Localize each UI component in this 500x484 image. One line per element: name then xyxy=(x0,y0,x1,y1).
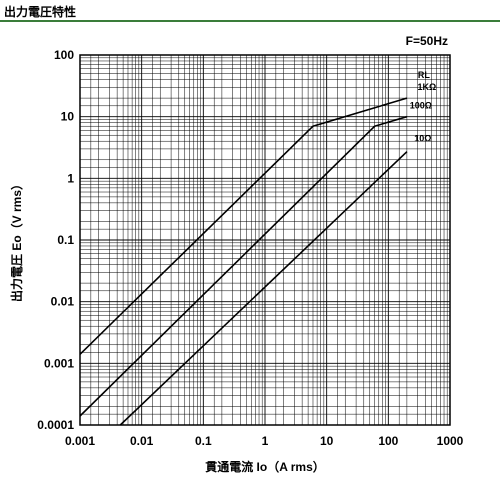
y-tick-label: 0.01 xyxy=(51,295,75,309)
y-tick-label: 0.0001 xyxy=(37,418,74,432)
series-labels: 1KΩ 100Ω 10Ω xyxy=(410,82,436,144)
series-line xyxy=(79,115,408,417)
x-tick-label: 1000 xyxy=(437,434,464,448)
chart-grid xyxy=(79,55,450,426)
header-bar: 出力電圧特性 xyxy=(0,0,500,22)
y-tick-label: 100 xyxy=(54,48,74,62)
x-tick-label: 100 xyxy=(378,434,398,448)
x-axis-title: 貫通電流 Io（A rms） xyxy=(205,459,325,474)
series-line xyxy=(79,97,408,355)
series-label: 100Ω xyxy=(410,101,432,111)
series-label: 1KΩ xyxy=(418,82,437,92)
x-tick-label: 1 xyxy=(262,434,269,448)
x-tick-label: 0.01 xyxy=(130,434,154,448)
header-divider xyxy=(0,20,500,22)
y-tick-label: 10 xyxy=(61,110,75,124)
series-lines xyxy=(79,97,408,426)
page-title: 出力電圧特性 xyxy=(4,5,77,19)
x-tick-label: 10 xyxy=(320,434,334,448)
plot-frame xyxy=(79,54,451,426)
y-tick-label: 0.1 xyxy=(57,233,74,247)
tick-labels: 0.001 0.01 0.1 1 10 100 1000 0.0001 0.001 0.01 0.1… xyxy=(37,48,463,448)
series-label: 10Ω xyxy=(414,134,431,144)
series-line xyxy=(119,151,408,426)
y-tick-label: 1 xyxy=(67,171,74,185)
frequency-label: F=50Hz xyxy=(406,34,448,48)
y-tick-label: 0.001 xyxy=(44,356,74,370)
x-tick-label: 0.1 xyxy=(195,434,212,448)
y-axis-title: 出力電圧 Eo（V rms） xyxy=(9,178,24,302)
rl-label: RL xyxy=(418,70,430,80)
x-tick-label: 0.001 xyxy=(65,434,95,448)
